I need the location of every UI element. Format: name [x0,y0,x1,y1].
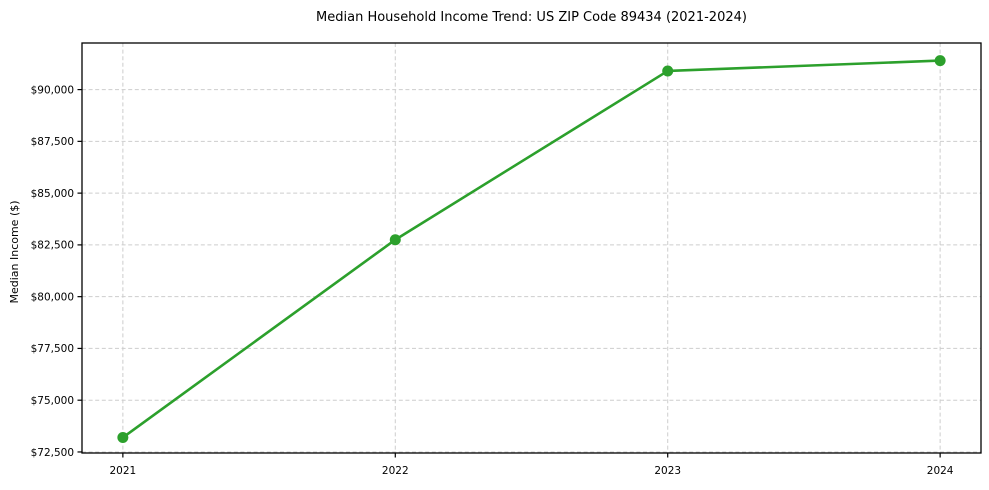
data-point-2024 [934,55,946,67]
y-tick-label: $72,500 [31,447,74,459]
chart-title: Median Household Income Trend: US ZIP Co… [316,10,747,25]
y-tick-label: $90,000 [31,84,74,96]
data-point-2023 [662,65,674,77]
y-tick-label: $75,000 [31,395,74,407]
y-tick-label: $77,500 [31,343,74,355]
data-point-2022 [389,234,401,246]
x-tick-label: 2023 [654,465,681,477]
x-tick-label: 2022 [382,465,409,477]
y-tick-label: $80,000 [31,291,74,303]
y-tick-label: $82,500 [31,240,74,252]
y-tick-label: $85,000 [31,188,74,200]
x-tick-label: 2024 [927,465,954,477]
x-tick-label: 2021 [109,465,136,477]
income-trend-line [121,59,942,439]
plot-border [81,42,982,454]
data-point-2021 [117,431,129,443]
y-tick-label: $87,500 [31,136,74,148]
